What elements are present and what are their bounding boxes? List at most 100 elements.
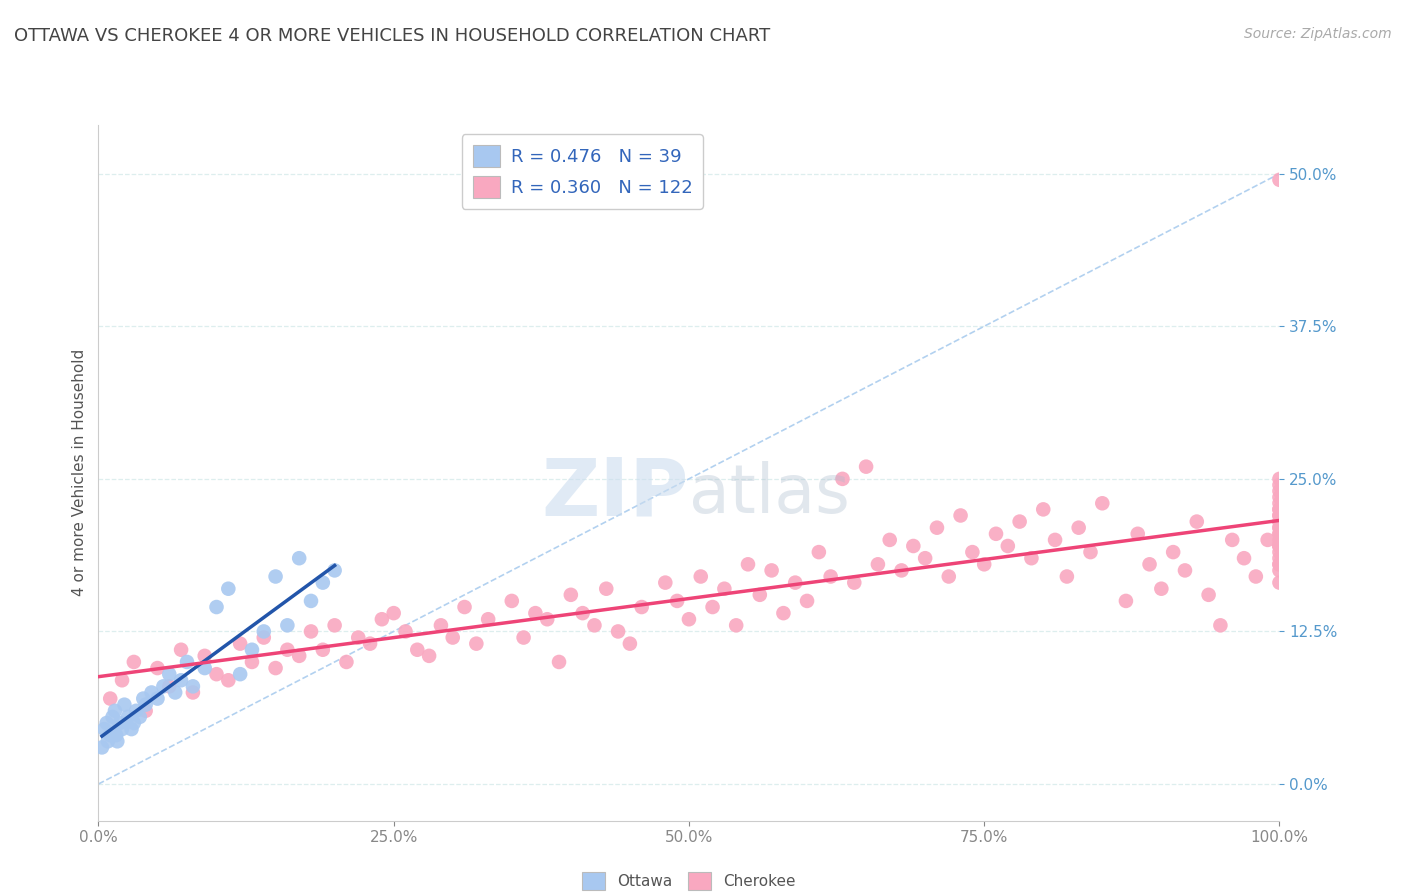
Point: [748, 588, 770, 602]
Point: [1268, 490, 1291, 504]
Point: [571, 606, 593, 620]
Point: [560, 588, 582, 602]
Point: [229, 667, 252, 681]
Point: [93, 722, 115, 736]
Point: [1268, 545, 1291, 559]
Point: [229, 637, 252, 651]
Point: [105, 728, 128, 742]
Point: [181, 679, 204, 693]
Point: [1268, 533, 1291, 547]
Point: [105, 734, 128, 748]
Point: [394, 624, 416, 639]
Point: [132, 691, 155, 706]
Point: [583, 618, 606, 632]
Point: [157, 667, 180, 681]
Point: [1268, 526, 1291, 541]
Point: [240, 655, 263, 669]
Point: [1008, 515, 1031, 529]
Point: [299, 594, 322, 608]
Point: [152, 679, 174, 693]
Point: [1115, 594, 1137, 608]
Point: [984, 526, 1007, 541]
Point: [98, 691, 121, 706]
Point: [141, 685, 163, 699]
Point: [1268, 551, 1291, 566]
Point: [1268, 508, 1291, 523]
Point: [1268, 472, 1291, 486]
Point: [1268, 521, 1291, 535]
Point: [630, 600, 652, 615]
Point: [1185, 515, 1208, 529]
Point: [288, 648, 311, 663]
Point: [96, 716, 118, 731]
Point: [831, 472, 853, 486]
Point: [253, 624, 276, 639]
Point: [1268, 515, 1291, 529]
Point: [101, 710, 124, 724]
Point: [359, 637, 381, 651]
Point: [1043, 533, 1066, 547]
Point: [524, 606, 547, 620]
Point: [761, 563, 783, 577]
Point: [217, 673, 239, 688]
Point: [430, 618, 453, 632]
Point: [1268, 575, 1291, 590]
Point: [1268, 478, 1291, 492]
Point: [91, 740, 114, 755]
Point: [844, 575, 866, 590]
Point: [1139, 558, 1161, 572]
Point: [335, 655, 357, 669]
Point: [654, 575, 676, 590]
Point: [962, 545, 984, 559]
Point: [689, 569, 711, 583]
Point: [1268, 539, 1291, 553]
Point: [512, 631, 534, 645]
Point: [1032, 502, 1054, 516]
Point: [501, 594, 523, 608]
Point: [323, 563, 346, 577]
Point: [666, 594, 689, 608]
Point: [1268, 496, 1291, 510]
Point: [1268, 539, 1291, 553]
Point: [205, 667, 228, 681]
Point: [97, 734, 120, 748]
Point: [607, 624, 630, 639]
Legend: Ottawa, Cherokee: Ottawa, Cherokee: [576, 865, 801, 892]
Point: [1233, 551, 1256, 566]
Point: [406, 642, 429, 657]
Point: [121, 722, 143, 736]
Point: [276, 642, 298, 657]
Point: [925, 521, 948, 535]
Point: [772, 606, 794, 620]
Text: atlas: atlas: [689, 460, 849, 526]
Point: [194, 661, 217, 675]
Text: Source: ZipAtlas.com: Source: ZipAtlas.com: [1244, 27, 1392, 41]
Point: [1268, 526, 1291, 541]
Point: [128, 710, 150, 724]
Point: [536, 612, 558, 626]
Point: [347, 631, 370, 645]
Point: [973, 558, 995, 572]
Point: [1126, 526, 1149, 541]
Point: [217, 582, 239, 596]
Point: [135, 698, 157, 712]
Point: [146, 691, 169, 706]
Point: [122, 716, 145, 731]
Point: [288, 551, 311, 566]
Point: [1150, 582, 1173, 596]
Point: [949, 508, 972, 523]
Point: [1198, 588, 1220, 602]
Point: [702, 600, 724, 615]
Point: [914, 551, 936, 566]
Point: [1268, 539, 1291, 553]
Point: [1268, 484, 1291, 499]
Point: [1056, 569, 1078, 583]
Text: OTTAWA VS CHEROKEE 4 OR MORE VEHICLES IN HOUSEHOLD CORRELATION CHART: OTTAWA VS CHEROKEE 4 OR MORE VEHICLES IN…: [14, 27, 770, 45]
Point: [866, 558, 889, 572]
Point: [170, 642, 193, 657]
Point: [108, 716, 131, 731]
Point: [146, 661, 169, 675]
Point: [1174, 563, 1197, 577]
Point: [737, 558, 759, 572]
Point: [890, 563, 912, 577]
